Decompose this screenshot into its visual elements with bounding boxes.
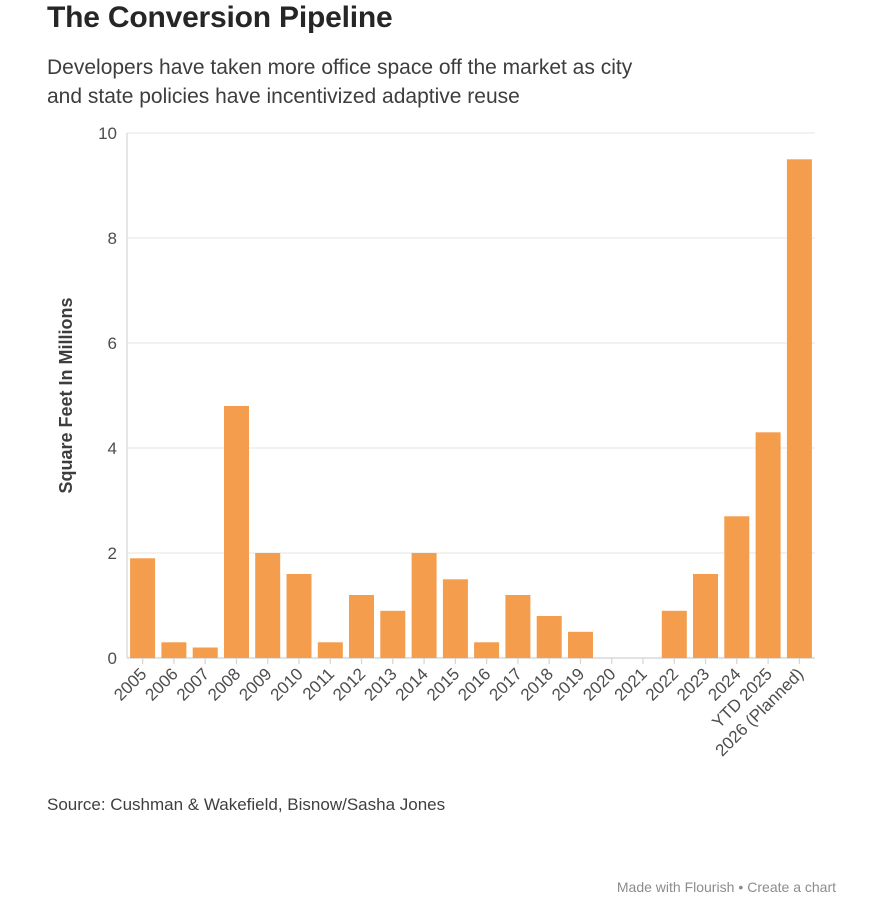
x-tick-label-2015: 2015 [423,664,463,704]
x-tick-label-2014: 2014 [392,664,432,704]
x-tick-label-2011: 2011 [299,664,338,703]
subtitle-line-2: and state policies have incentivized ada… [47,85,520,108]
bar-2019[interactable] [568,631,593,659]
bar-2016[interactable] [474,642,500,659]
x-tick-label-2019: 2019 [548,664,588,704]
bar-2009[interactable] [255,553,281,658]
y-tick-label-2: 2 [108,544,117,563]
x-tick-label-2018: 2018 [517,664,557,704]
bar-2017[interactable] [505,595,531,658]
x-tick-label-2010: 2010 [267,664,307,704]
bar-2010[interactable] [286,574,312,658]
footer-separator: • [738,879,744,895]
bar-2008[interactable] [224,406,249,658]
page-title: The Conversion Pipeline [47,1,393,34]
y-tick-label-10: 10 [98,124,117,143]
flourish-footer: Made with Flourish • Create a chart [617,879,836,895]
y-tick-label-4: 4 [108,439,117,458]
x-tick-label-2013: 2013 [360,664,400,704]
source-credit: Source: Cushman & Wakefield, Bisnow/Sash… [47,795,445,815]
bar-2013[interactable] [380,610,406,659]
subtitle-line-1: Developers have taken more office space … [47,56,633,79]
create-a-chart-link[interactable]: Create a chart [747,879,836,895]
bar-2012[interactable] [349,595,374,658]
x-tick-label-2005: 2005 [110,664,150,704]
x-tick-label-2012: 2012 [329,664,369,704]
bar-2023[interactable] [693,574,718,658]
bar-2006[interactable] [161,642,187,659]
source-text: Source: Cushman & Wakefield, Bisnow/Sash… [47,795,446,814]
bar-2015[interactable] [442,579,468,659]
bar-2014[interactable] [411,553,437,658]
y-tick-label-0: 0 [108,649,117,668]
bar-YTD 2025[interactable] [755,432,781,659]
x-tick-label-2017: 2017 [486,664,526,704]
x-tick-label-2022: 2022 [642,664,682,704]
made-with-flourish-link[interactable]: Made with Flourish [616,879,735,895]
y-tick-label-8: 8 [108,229,117,248]
bar-2011[interactable] [317,642,343,659]
x-tick-label-2020: 2020 [579,664,619,704]
x-tick-label-2021: 2021 [611,664,651,704]
x-tick-label-2009: 2009 [235,664,275,704]
bar-2007[interactable] [192,647,218,659]
bar-2018[interactable] [536,616,562,658]
x-tick-label-2016: 2016 [454,664,494,704]
x-tick-label-2007: 2007 [173,664,213,704]
y-axis-title: Square Feet In Millions [56,297,76,493]
page-subtitle: Developers have taken more office space … [47,53,632,111]
bar-chart-canvas: 0246810200520062007200820092010201120122… [56,124,815,760]
bar-2022[interactable] [661,610,687,659]
y-tick-label-6: 6 [108,334,117,353]
x-tick-label-2006: 2006 [142,664,182,704]
bar-2026 (Planned)[interactable] [786,159,812,659]
bar-2005[interactable] [130,558,156,659]
x-tick-label-2023: 2023 [673,664,713,704]
bar-2024[interactable] [724,516,750,659]
x-tick-label-2008: 2008 [204,664,244,704]
